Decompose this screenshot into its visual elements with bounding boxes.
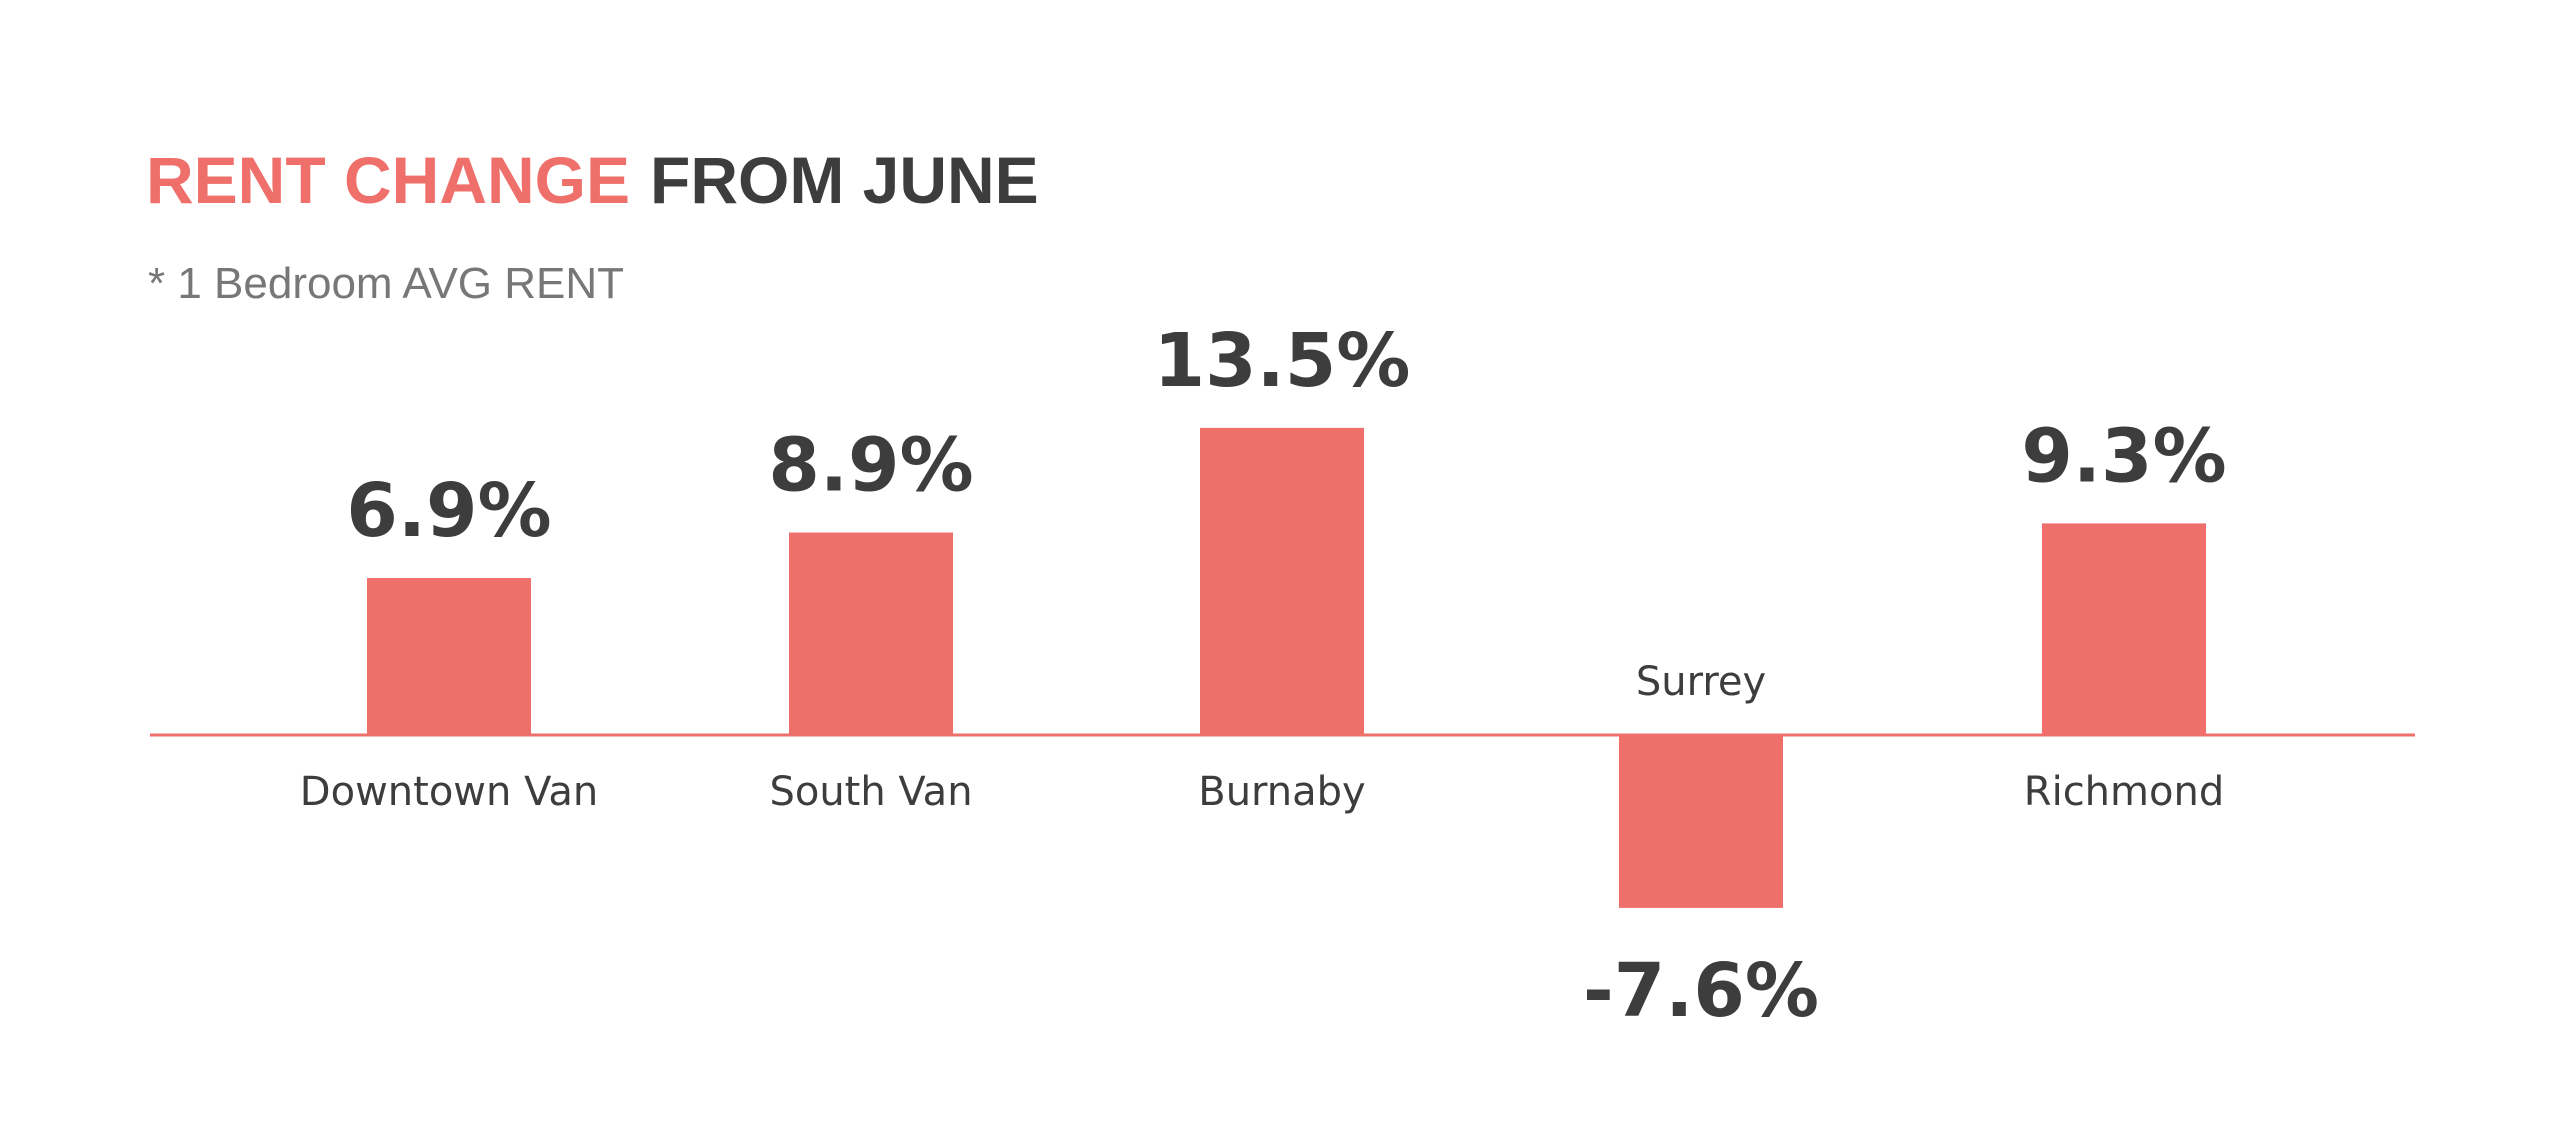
value-label-burnaby: 13.5%	[1154, 318, 1411, 404]
value-label-richmond: 9.3%	[2021, 413, 2226, 499]
value-label-surrey: -7.6%	[1583, 948, 1819, 1034]
bars-layer: 6.9% Downtown Van 8.9% South Van 13.5% Burnab…	[300, 318, 2227, 1034]
value-label-downtown-van: 6.9%	[346, 468, 551, 554]
bar-burnaby	[1200, 427, 1364, 735]
category-label-downtown-van: Downtown Van	[300, 769, 598, 815]
bar-downtown-van	[367, 578, 531, 735]
chart-title: RENT CHANGE FROM JUNE	[146, 143, 1039, 217]
category-label-burnaby: Burnaby	[1198, 769, 1365, 815]
chart-title-accent: RENT CHANGE	[146, 143, 630, 217]
category-label-surrey: Surrey	[1636, 659, 1766, 705]
chart-subtitle: * 1 Bedroom AVG RENT	[148, 259, 624, 308]
category-label-richmond: Richmond	[2024, 769, 2224, 815]
bar-surrey	[1619, 735, 1783, 908]
chart-title-rest: FROM JUNE	[650, 143, 1039, 217]
bar-richmond	[2042, 523, 2206, 735]
category-label-south-van: South Van	[769, 769, 972, 815]
value-label-south-van: 8.9%	[768, 423, 973, 509]
bar-south-van	[789, 532, 953, 735]
